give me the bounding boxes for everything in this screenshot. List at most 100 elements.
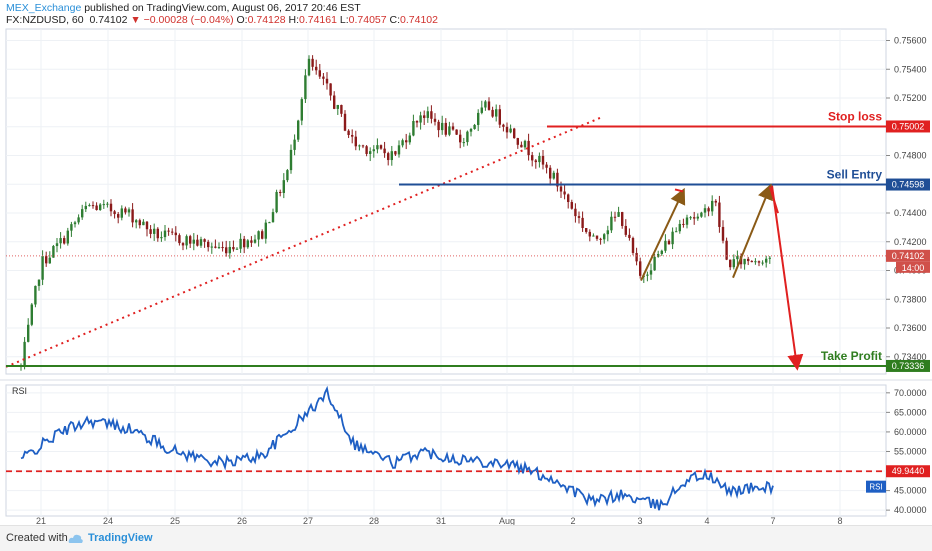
price-and-rsi-chart[interactable]: 0.756000.754000.752000.750000.748000.746…	[0, 0, 932, 525]
candle-body	[513, 128, 516, 139]
candle-body	[585, 228, 588, 232]
y-tick-label: 0.74800	[894, 151, 927, 161]
candle-body	[246, 240, 249, 248]
candle-body	[502, 124, 505, 127]
y-tick-label: 70.0000	[894, 388, 927, 398]
close-value: 0.74102	[400, 14, 438, 26]
y-tick-label: 45.0000	[894, 486, 927, 496]
candle-body	[124, 208, 127, 213]
candle-body	[516, 138, 519, 145]
candle-body	[131, 209, 134, 223]
candle-body	[99, 204, 102, 211]
price-pane-border	[5, 28, 887, 375]
candle-body	[581, 217, 584, 229]
candle-body	[390, 151, 393, 161]
trade-arrow	[640, 187, 686, 281]
candle-body	[333, 95, 336, 109]
candle-body	[59, 238, 62, 244]
candle-body	[174, 232, 177, 236]
candle-body	[253, 239, 257, 243]
candle-body	[142, 221, 145, 226]
countdown-label: 14:00	[902, 263, 925, 273]
last-price-label: 0.74102	[892, 251, 925, 261]
trade-arrow	[771, 185, 804, 371]
level-price-label: 0.75002	[892, 121, 925, 131]
candle-body	[351, 134, 354, 137]
candle-body	[531, 155, 534, 161]
candle-body	[577, 216, 581, 218]
symbol-label: FX:NZDUSD, 60	[6, 14, 84, 26]
candle-body	[725, 240, 728, 260]
candle-body	[667, 240, 671, 245]
low-value: 0.74057	[348, 14, 387, 26]
candle-body	[653, 256, 656, 271]
rsi-pane[interactable]: 21 24 25 26 27 28 31 Aug 2 3 4 7 8 70.0000 65.0000 60.0…	[5, 384, 930, 525]
candle-body	[761, 262, 764, 264]
candle-body	[163, 230, 167, 238]
high-label: H:	[288, 14, 299, 26]
candle-body	[408, 135, 411, 143]
x-tick-label: 21	[36, 516, 46, 525]
candle-body	[664, 240, 667, 251]
candle-body	[509, 128, 512, 133]
ohlc-line: FX:NZDUSD, 60 0.74102 ▼ −0.00028 (−0.04%…	[6, 14, 438, 26]
rsi-level-label: 49.9440	[892, 466, 925, 476]
candle-body	[275, 191, 278, 213]
candle-body	[343, 113, 347, 131]
candle-body	[696, 216, 699, 219]
candle-body	[354, 136, 357, 147]
candle-body	[595, 235, 599, 239]
candle-body	[617, 212, 620, 217]
candle-body	[207, 241, 210, 248]
candle-body	[52, 246, 55, 258]
candle-body	[592, 235, 595, 237]
candle-body	[235, 248, 239, 250]
candle-body	[239, 238, 242, 249]
candle-body	[300, 99, 303, 121]
countdown-tag	[896, 261, 930, 273]
candle-body	[462, 142, 465, 144]
candle-body	[307, 58, 311, 76]
candle-body	[293, 139, 296, 150]
y-tick-label: 0.73400	[894, 352, 927, 362]
publisher-link[interactable]: MEX_Exchange	[6, 2, 82, 14]
candle-body	[120, 208, 123, 218]
candle-body	[271, 212, 275, 223]
candle-body	[505, 126, 509, 133]
candle-body	[693, 217, 696, 219]
rsi-value-label: RSI	[869, 483, 882, 492]
y-tick-label: 0.75600	[894, 36, 927, 46]
candle-body	[754, 261, 757, 263]
candle-body	[63, 238, 66, 244]
candle-body	[77, 217, 80, 223]
candle-body	[765, 258, 768, 263]
candle-body	[106, 203, 109, 205]
y-tick-label: 0.73800	[894, 294, 927, 304]
level-label: Sell Entry	[827, 168, 883, 182]
candle-body	[743, 258, 746, 265]
candle-body	[127, 209, 131, 213]
candle-body	[682, 223, 685, 225]
candle-body	[41, 256, 44, 280]
chart-header: MEX_Exchange published on TradingView.co…	[0, 0, 932, 28]
candle-body	[27, 324, 30, 342]
candle-body	[412, 121, 415, 136]
price-pane[interactable]: 0.756000.754000.752000.750000.748000.746…	[0, 28, 932, 381]
candle-body	[189, 236, 192, 244]
candle-body	[261, 231, 264, 239]
candle-body	[153, 228, 156, 234]
candle-body	[430, 111, 433, 119]
tradingview-brand[interactable]: TradingView	[88, 532, 153, 544]
y-tick-label: 60.0000	[894, 427, 927, 437]
candle-body	[167, 230, 170, 232]
candle-body	[523, 140, 527, 148]
candle-body	[480, 107, 483, 113]
high-value: 0.74161	[298, 14, 337, 26]
candle-body	[243, 238, 246, 248]
candle-body	[441, 122, 444, 131]
candle-body	[574, 208, 577, 217]
candle-body	[495, 109, 498, 117]
candle-body	[268, 222, 271, 224]
candle-body	[95, 205, 98, 211]
candle-body	[606, 230, 609, 235]
